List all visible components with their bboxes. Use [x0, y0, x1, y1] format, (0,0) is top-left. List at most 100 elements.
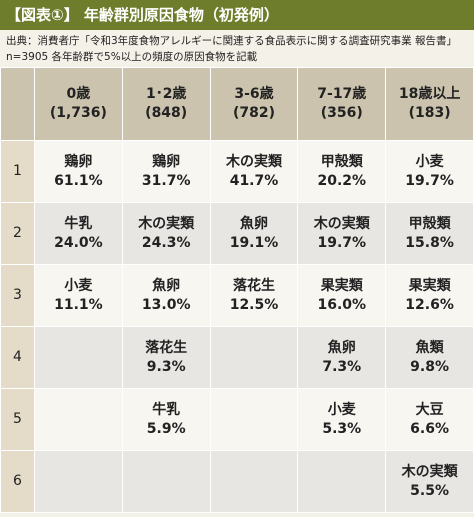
percentage: 61.1%	[54, 172, 103, 189]
cell: 落花生 9.3%	[121, 326, 211, 389]
cell: 牛乳 24.0%	[34, 202, 123, 265]
percentage: 24.3%	[141, 234, 191, 251]
cell: 魚卵 7.3%	[297, 326, 387, 389]
food: 木の実類	[225, 153, 282, 170]
food: 魚卵	[327, 339, 356, 356]
table: 0歳 (1,736) 1･2歳 (848) 3-6歳 (782) 7-17歳 (356) 18歳…	[0, 67, 474, 513]
source-line: n=3905 各年齢群で5%以上の頻度の原因食物を記載	[6, 51, 258, 63]
source-line: 出典：消費者庁「令和3年度食物アレルギーに関連する食品表示に関する調査研究事業 …	[6, 35, 458, 47]
cell	[297, 450, 387, 513]
cell: 牛乳 5.9%	[121, 388, 211, 451]
food: 木の実類	[313, 215, 370, 232]
rank: 4	[0, 326, 35, 389]
sample-size: (782)	[232, 105, 275, 121]
food: 魚類	[415, 339, 444, 356]
cell	[34, 326, 123, 389]
percentage: 15.8%	[405, 234, 454, 251]
cell	[209, 388, 299, 451]
percentage: 6.6%	[410, 420, 449, 437]
percentage: 9.8%	[410, 358, 449, 375]
rank: 2	[0, 202, 35, 265]
cell: 甲殻類 15.8%	[385, 202, 474, 265]
food: 木の実類	[138, 215, 195, 232]
percentage: 11.1%	[54, 296, 103, 313]
cell: 魚卵 19.1%	[209, 202, 299, 265]
table-row: 4 落花生 9.3% 魚卵 7.3% 魚類 9.8%	[0, 326, 474, 389]
header-row: 0歳 (1,736) 1･2歳 (848) 3-6歳 (782) 7-17歳 (356) 18歳…	[0, 67, 474, 141]
table-row: 5 牛乳 5.9% 小麦 5.3% 大豆 6.6%	[0, 388, 474, 451]
food: 小麦	[415, 153, 444, 170]
rank: 5	[0, 388, 35, 451]
title: 【図表①】 年齢群別原因食物（初発例）	[0, 0, 474, 30]
cell: 木の実類 41.7%	[209, 140, 299, 203]
sample-size: (1,736)	[49, 105, 107, 121]
cell	[209, 450, 299, 513]
food: 牛乳	[152, 401, 181, 418]
sample-size: (183)	[408, 105, 451, 121]
cell	[209, 326, 299, 389]
cell	[121, 450, 211, 513]
food: 鶏卵	[152, 153, 181, 170]
food: 甲殻類	[320, 153, 363, 170]
column-header: 18歳以上 (183)	[385, 67, 474, 141]
percentage: 24.0%	[54, 234, 103, 251]
column-header: 3-6歳 (782)	[209, 67, 299, 141]
percentage: 13.0%	[141, 296, 191, 313]
table-row: 3 小麦 11.1% 魚卵 13.0% 落花生 12.5% 果実類 16.0% 果実類 12.6%	[0, 264, 474, 327]
food: 小麦	[327, 401, 356, 418]
age-group: 7-17歳	[317, 86, 367, 102]
source: 出典：消費者庁「令和3年度食物アレルギーに関連する食品表示に関する調査研究事業 …	[0, 30, 474, 67]
percentage: 16.0%	[317, 296, 367, 313]
cell: 落花生 12.5%	[209, 264, 299, 327]
food: 大豆	[415, 401, 444, 418]
food: 甲殻類	[408, 215, 451, 232]
cell: 小麦 19.7%	[385, 140, 474, 203]
food: 鶏卵	[64, 153, 93, 170]
age-group: 3-6歳	[234, 86, 274, 102]
rank: 3	[0, 264, 35, 327]
percentage: 5.9%	[146, 420, 186, 437]
percentage: 5.5%	[410, 482, 449, 499]
food: 木の実類	[401, 463, 458, 480]
percentage: 5.3%	[322, 420, 362, 437]
cell: 甲殻類 20.2%	[297, 140, 387, 203]
food: 牛乳	[64, 215, 93, 232]
age-group: 18歳以上	[398, 86, 461, 102]
food: 果実類	[408, 277, 451, 294]
food: 魚卵	[152, 277, 181, 294]
percentage: 12.6%	[405, 296, 454, 313]
rank: 1	[0, 140, 35, 203]
food: 魚卵	[239, 215, 268, 232]
percentage: 31.7%	[141, 172, 191, 189]
sample-size: (848)	[145, 105, 188, 121]
cell: 小麦 11.1%	[34, 264, 123, 327]
percentage: 19.7%	[317, 234, 367, 251]
cell	[34, 388, 123, 451]
column-header: 1･2歳 (848)	[121, 67, 211, 141]
table-row: 6 木の実類 5.5%	[0, 450, 474, 513]
food: 落花生	[145, 339, 188, 356]
cell: 魚卵 13.0%	[121, 264, 211, 327]
cell: 大豆 6.6%	[385, 388, 474, 451]
percentage: 20.2%	[317, 172, 367, 189]
cell: 果実類 12.6%	[385, 264, 474, 327]
percentage: 7.3%	[322, 358, 362, 375]
cell: 鶏卵 61.1%	[34, 140, 123, 203]
column-header: 7-17歳 (356)	[297, 67, 387, 141]
corner-cell	[0, 67, 35, 141]
rank: 6	[0, 450, 35, 513]
percentage: 9.3%	[146, 358, 186, 375]
food: 落花生	[232, 277, 275, 294]
sample-size: (356)	[320, 105, 363, 121]
table-row: 1 鶏卵 61.1% 鶏卵 31.7% 木の実類 41.7% 甲殻類 20.2% 小麦 19.7%	[0, 140, 474, 203]
table-row: 2 牛乳 24.0% 木の実類 24.3% 魚卵 19.1% 木の実類 19.7% 甲殻類 15.8…	[0, 202, 474, 265]
food: 果実類	[320, 277, 363, 294]
cell: 小麦 5.3%	[297, 388, 387, 451]
cell: 木の実類 19.7%	[297, 202, 387, 265]
percentage: 12.5%	[229, 296, 279, 313]
cell: 果実類 16.0%	[297, 264, 387, 327]
cell: 木の実類 5.5%	[385, 450, 474, 513]
cell	[34, 450, 123, 513]
percentage: 41.7%	[229, 172, 279, 189]
